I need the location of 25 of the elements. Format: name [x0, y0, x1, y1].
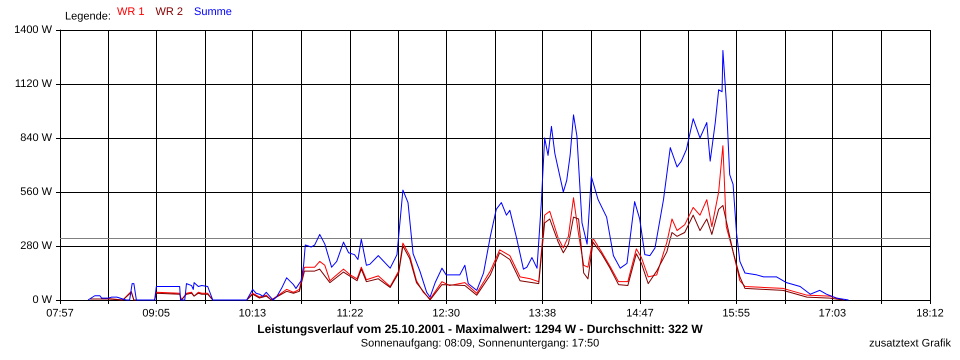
- x-tick-label: 15:55: [722, 308, 750, 320]
- x-tick-label: 13:38: [528, 308, 556, 320]
- x-tick-label: 11:22: [336, 308, 364, 320]
- text: Summe: [194, 6, 232, 18]
- y-tick-label: 840 W: [20, 132, 53, 144]
- x-tick-label: 07:57: [46, 308, 74, 320]
- x-tick-label: 17:03: [818, 308, 846, 320]
- x-tick-label: 09:05: [142, 308, 170, 320]
- x-tick-label: 12:30: [432, 308, 460, 320]
- y-tick-label: 0 W: [32, 294, 53, 306]
- x-tick-label: 10:13: [238, 308, 266, 320]
- x-tick-label: 14:47: [626, 308, 654, 320]
- text: Sonnenaufgang: 08:09, Sonnenuntergang: 17:50: [360, 338, 600, 350]
- y-tick-label: 1120 W: [14, 78, 53, 90]
- legend-title: Legende:: [65, 10, 111, 22]
- y-tick-label: 560 W: [20, 186, 53, 198]
- x-tick-label: 18:12: [916, 308, 944, 320]
- text: WR 1: [117, 6, 144, 18]
- text: zusatztext Grafik: [869, 338, 952, 350]
- line-series: [89, 205, 844, 300]
- text: WR 2: [156, 6, 183, 18]
- y-tick-label: 280 W: [20, 240, 53, 252]
- text: Leistungsverlauf vom 25.10.2001 - Maximalwert: 1294 W - Durchschnitt: 322 W: [257, 322, 704, 336]
- y-tick-label: 1400 W: [14, 24, 53, 36]
- line-series: [88, 50, 850, 300]
